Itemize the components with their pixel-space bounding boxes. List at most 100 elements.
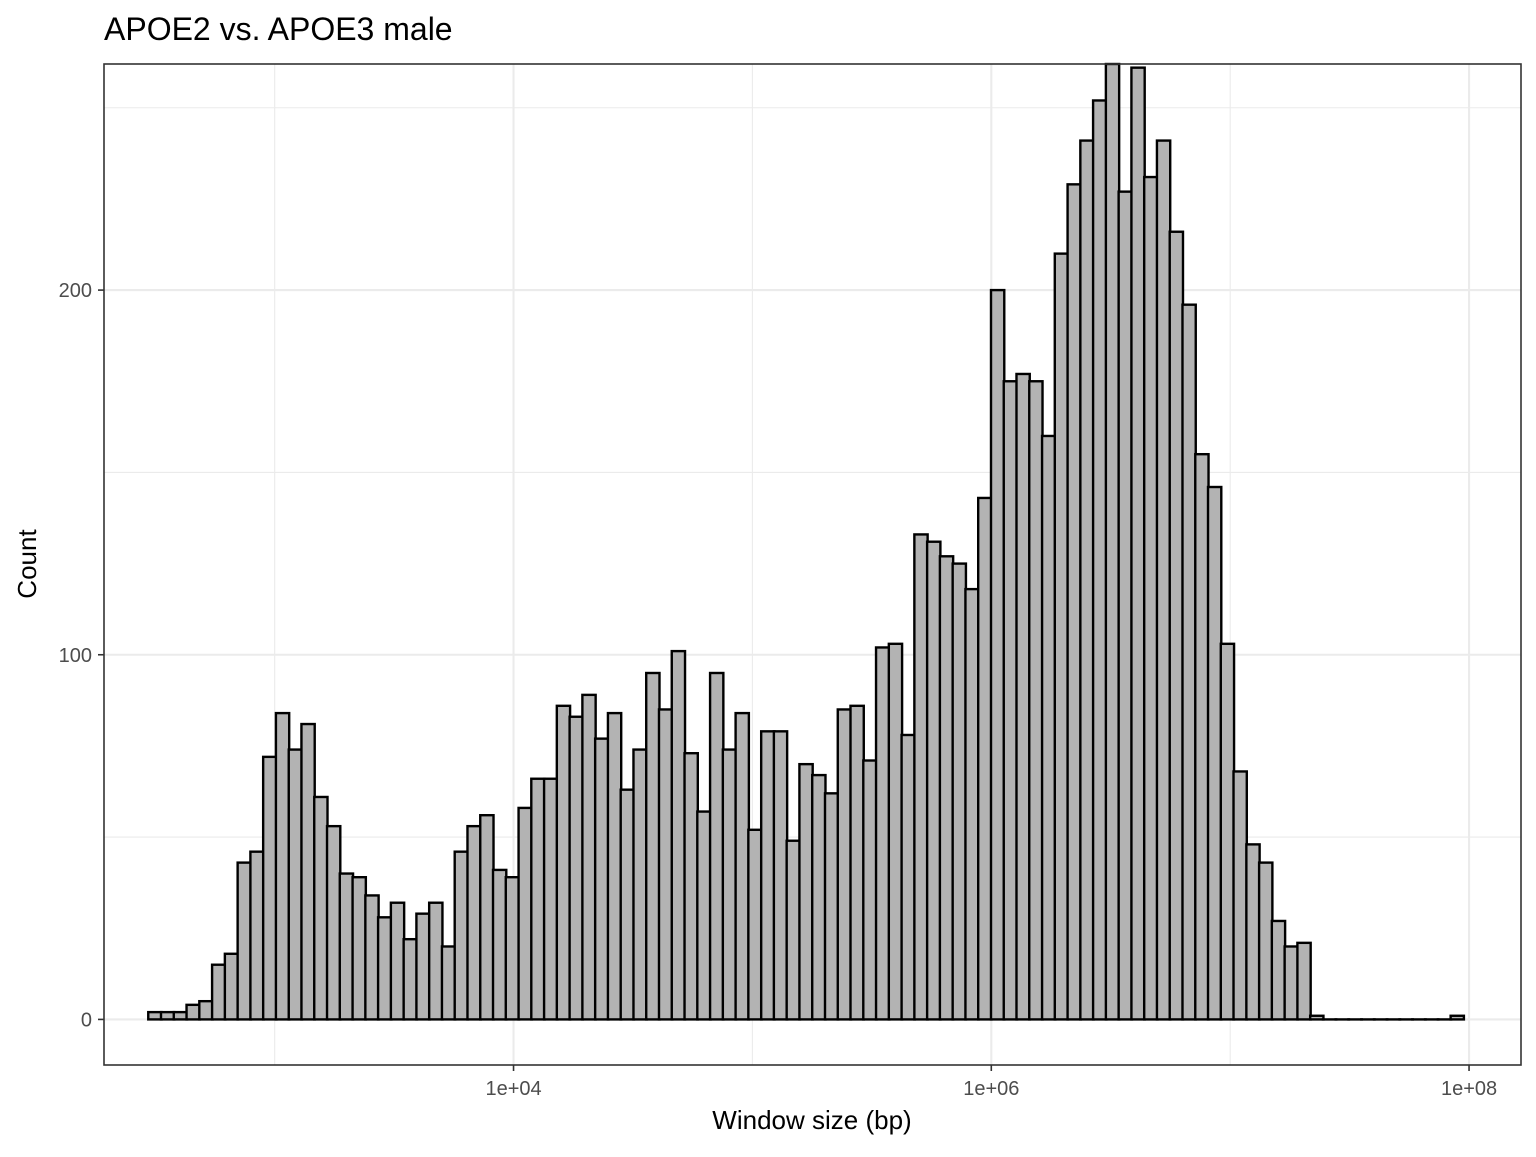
histogram-bar	[723, 750, 736, 1020]
y-axis-title: Count	[12, 529, 42, 599]
histogram-bar	[1157, 141, 1170, 1020]
histogram-bar	[889, 644, 902, 1020]
histogram-bar	[148, 1012, 161, 1019]
histogram-bar	[289, 750, 302, 1020]
histogram-bar	[940, 556, 953, 1019]
histogram-bar	[250, 852, 263, 1020]
histogram-bar	[1310, 1016, 1323, 1020]
x-tick-label: 1e+06	[963, 1078, 1019, 1100]
histogram-bar	[1195, 454, 1208, 1019]
histogram-bar	[1131, 68, 1144, 1020]
histogram-bar	[1068, 184, 1081, 1019]
histogram-bar	[1016, 374, 1029, 1019]
histogram-bar	[646, 673, 659, 1019]
histogram-bar	[991, 290, 1004, 1019]
histogram-bar	[710, 673, 723, 1019]
histogram-bar	[1285, 946, 1298, 1019]
histogram-bar	[965, 589, 978, 1019]
histogram-bar	[480, 815, 493, 1019]
histogram-bar	[1080, 141, 1093, 1020]
x-axis-title: Window size (bp)	[712, 1105, 911, 1135]
histogram-bar	[1042, 436, 1055, 1019]
histogram-bar	[927, 542, 940, 1020]
histogram-bar	[506, 877, 519, 1019]
y-tick-label: 200	[59, 280, 92, 302]
histogram-bar	[1093, 100, 1106, 1019]
histogram-bars	[148, 64, 1464, 1019]
histogram-bar	[353, 877, 366, 1019]
histogram-bar	[825, 793, 838, 1019]
histogram-bar	[978, 498, 991, 1019]
histogram-bar	[608, 713, 621, 1019]
histogram-bar	[212, 965, 225, 1020]
histogram-bar	[787, 841, 800, 1020]
histogram-bar	[582, 695, 595, 1020]
histogram-bar	[1297, 943, 1310, 1020]
histogram-bar	[531, 779, 544, 1020]
histogram-bar	[621, 790, 634, 1020]
histogram-bar	[314, 797, 327, 1019]
histogram-bar	[1106, 64, 1119, 1019]
histogram-bar	[1004, 381, 1017, 1019]
histogram-bar	[1234, 771, 1247, 1019]
histogram-bar	[429, 903, 442, 1020]
histogram-bar	[863, 761, 876, 1020]
histogram-bar	[659, 709, 672, 1019]
histogram-bar	[519, 808, 532, 1020]
histogram-bar	[685, 753, 698, 1019]
histogram-bar	[633, 750, 646, 1020]
histogram-bar	[672, 651, 685, 1019]
x-tick-label: 1e+08	[1441, 1078, 1497, 1100]
histogram-bar	[799, 764, 812, 1019]
histogram-bar	[736, 713, 749, 1019]
histogram-bar	[812, 775, 825, 1019]
histogram-bar	[301, 724, 314, 1019]
histogram-bar	[174, 1012, 187, 1019]
histogram-bar	[276, 713, 289, 1019]
histogram-bar	[263, 757, 276, 1020]
histogram-bar	[544, 779, 557, 1020]
histogram-bar	[748, 830, 761, 1020]
histogram-bar	[1119, 192, 1132, 1020]
histogram-bar	[902, 735, 915, 1019]
histogram-bar	[1451, 1016, 1464, 1020]
histogram-bar	[914, 534, 927, 1019]
x-tick-label: 1e+04	[485, 1078, 541, 1100]
histogram-bar	[391, 903, 404, 1020]
histogram-bar	[493, 870, 506, 1020]
histogram-bar	[595, 739, 608, 1020]
histogram-bar	[557, 706, 570, 1020]
histogram-bar	[238, 863, 251, 1020]
histogram-bar	[365, 895, 378, 1019]
histogram-bar	[225, 954, 238, 1020]
histogram-bar	[1208, 487, 1221, 1019]
histogram-bar	[1259, 863, 1272, 1020]
histogram-bar	[953, 564, 966, 1020]
histogram-bar	[161, 1012, 174, 1019]
y-tick-label: 100	[59, 645, 92, 667]
histogram-bar	[1221, 644, 1234, 1020]
histogram-bar	[455, 852, 468, 1020]
histogram-bar	[761, 731, 774, 1019]
histogram-bar	[1246, 844, 1259, 1019]
histogram-bar	[1182, 305, 1195, 1020]
histogram-bar	[327, 826, 340, 1019]
histogram-bar	[838, 709, 851, 1019]
histogram-bar	[697, 812, 710, 1020]
chart-title: APOE2 vs. APOE3 male	[104, 11, 453, 47]
histogram-bar	[404, 939, 417, 1019]
histogram-bar	[570, 717, 583, 1020]
histogram-bar	[1055, 254, 1068, 1020]
histogram-bar	[340, 874, 353, 1020]
histogram-bar	[442, 946, 455, 1019]
histogram-bar	[851, 706, 864, 1020]
histogram-bar	[416, 914, 429, 1020]
histogram-bar	[199, 1001, 212, 1019]
histogram-bar	[1170, 232, 1183, 1020]
histogram-bar	[1144, 177, 1157, 1019]
histogram-bar	[774, 731, 787, 1019]
histogram-bar	[467, 826, 480, 1019]
histogram-bar	[876, 647, 889, 1019]
